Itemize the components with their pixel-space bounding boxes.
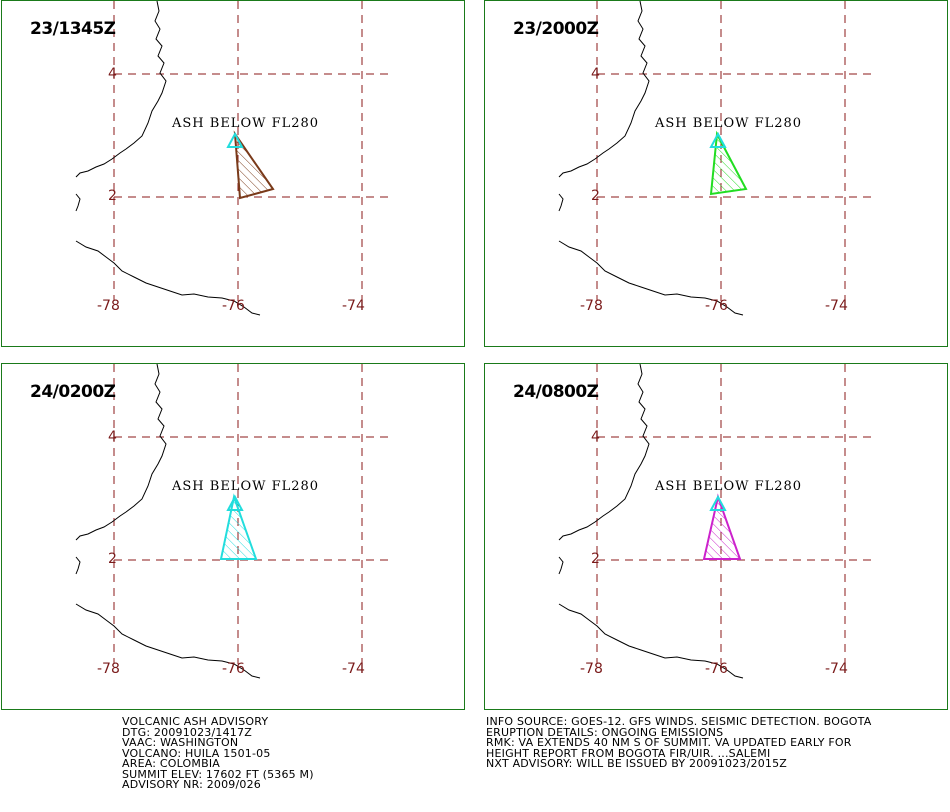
- coastline: [75, 364, 167, 541]
- volcano-icon: [226, 494, 244, 511]
- ash-height-label: ASH BELOW FL280: [655, 116, 803, 131]
- advisory-remarks: RMK: VA EXTENDS 40 NM S OF SUMMIT. VA UP…: [486, 736, 852, 749]
- map-panel-2: 23/2000Z ASH BELOW FL280 4 2 -78 -76 -74: [484, 0, 948, 347]
- forecast-time-label: 23/1345Z: [30, 19, 116, 39]
- forecast-time-label: 24/0200Z: [30, 382, 116, 402]
- coastline: [75, 193, 81, 212]
- volcano-icon: [709, 494, 727, 511]
- lon-label-78: -78: [580, 661, 603, 677]
- coastline: [75, 240, 261, 316]
- lat-label-4: 4: [591, 429, 600, 445]
- coastline: [558, 556, 564, 575]
- lon-label-76: -76: [222, 661, 245, 677]
- advisory-next: NXT ADVISORY: WILL BE ISSUED BY 20091023…: [486, 757, 788, 770]
- lon-label-74: -74: [342, 298, 365, 314]
- lon-label-78: -78: [97, 661, 120, 677]
- ash-plume-polygon: [233, 130, 275, 200]
- ash-plume-polygon: [219, 493, 258, 560]
- map-canvas: [558, 364, 875, 679]
- lat-label-2: 2: [591, 188, 600, 204]
- ash-plume-polygon: [702, 493, 742, 560]
- ash-height-label: ASH BELOW FL280: [172, 479, 320, 494]
- advisory-vaac: VAAC: WASHINGTON: [122, 736, 239, 749]
- map-canvas: [75, 1, 392, 316]
- forecast-time-label: 23/2000Z: [513, 19, 599, 39]
- lon-label-74: -74: [825, 661, 848, 677]
- lon-label-74: -74: [825, 298, 848, 314]
- lon-label-78: -78: [580, 298, 603, 314]
- ash-plume-polygon: [709, 130, 748, 196]
- map-panel-1: 23/1345Z ASH BELOW FL280 4 2 -78 -76 -74: [1, 0, 465, 347]
- coastline: [558, 603, 744, 679]
- lon-label-78: -78: [97, 298, 120, 314]
- lon-label-74: -74: [342, 661, 365, 677]
- lat-label-2: 2: [108, 551, 117, 567]
- advisory-details-block: INFO SOURCE: GOES-12. GFS WINDS. SEISMIC…: [486, 715, 872, 770]
- map-panel-4: 24/0800Z ASH BELOW FL280 4 2 -78 -76 -74: [484, 363, 948, 710]
- advisory-number: ADVISORY NR: 2009/026: [122, 778, 261, 791]
- advisory-header-block: VOLCANIC ASH ADVISORY DTG: 20091023/1417…: [122, 715, 314, 791]
- advisory-summit-elev: SUMMIT ELEV: 17602 FT (5365 M): [122, 767, 314, 781]
- forecast-time-label: 24/0800Z: [513, 382, 599, 402]
- map-canvas: [558, 1, 875, 316]
- lat-label-2: 2: [108, 188, 117, 204]
- ash-height-label: ASH BELOW FL280: [172, 116, 320, 131]
- map-panel-3: 24/0200Z ASH BELOW FL280 4 2 -78 -76 -74: [1, 363, 465, 710]
- advisory-eruption-details: ERUPTION DETAILS: ONGOING EMISSIONS: [486, 725, 724, 739]
- coastline: [558, 364, 650, 541]
- coastline: [558, 193, 564, 212]
- lon-label-76: -76: [705, 298, 728, 314]
- coastline: [558, 1, 650, 178]
- volcano-icon: [709, 131, 727, 148]
- ash-height-label: ASH BELOW FL280: [655, 479, 803, 494]
- lat-label-4: 4: [108, 66, 117, 82]
- volcano-icon: [226, 131, 244, 148]
- advisory-title: VOLCANIC ASH ADVISORY: [122, 715, 269, 728]
- coastline: [75, 603, 261, 679]
- advisory-dtg: DTG: 20091023/1417Z: [122, 725, 252, 739]
- advisory-remarks-cont: HEIGHT REPORT FROM BOGOTA FIR/UIR. ...SA…: [486, 746, 771, 760]
- advisory-volcano: VOLCANO: HUILA 1501-05: [122, 746, 271, 760]
- lon-label-76: -76: [222, 298, 245, 314]
- lat-label-4: 4: [108, 429, 117, 445]
- advisory-area: AREA: COLOMBIA: [122, 757, 220, 770]
- coastline: [75, 1, 167, 178]
- coastline: [558, 240, 744, 316]
- map-canvas: [75, 364, 392, 679]
- advisory-info-source: INFO SOURCE: GOES-12. GFS WINDS. SEISMIC…: [486, 715, 872, 728]
- lat-label-4: 4: [591, 66, 600, 82]
- coastline: [75, 556, 81, 575]
- lat-label-2: 2: [591, 551, 600, 567]
- lon-label-76: -76: [705, 661, 728, 677]
